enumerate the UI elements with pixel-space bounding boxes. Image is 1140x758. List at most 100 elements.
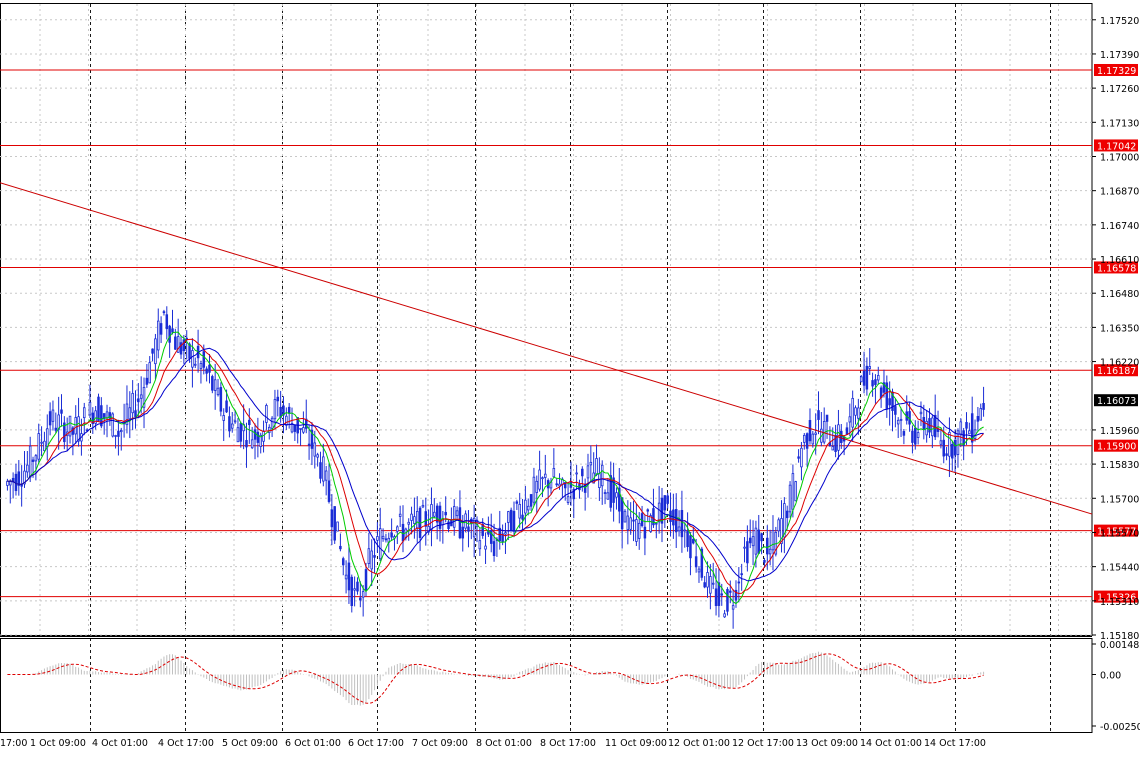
candle-body xyxy=(34,455,38,462)
candle-body xyxy=(131,393,134,414)
price-tick-label: 1.17260 xyxy=(1100,84,1139,95)
candle-body xyxy=(174,336,177,350)
candle-body xyxy=(381,535,385,540)
candle-body xyxy=(145,377,149,385)
candle-body xyxy=(902,431,906,436)
candle-body xyxy=(111,413,114,437)
candle-body xyxy=(233,420,237,423)
candle-body xyxy=(435,505,439,523)
candle-body xyxy=(324,470,328,481)
candle-body xyxy=(933,414,937,438)
candle-body xyxy=(783,503,786,538)
candle-body xyxy=(139,394,143,399)
candle-body xyxy=(142,386,146,408)
trend-line xyxy=(0,182,1093,515)
time-axis-label: 4 Oct 01:00 xyxy=(92,738,148,749)
candle-body xyxy=(692,538,695,544)
candle-body xyxy=(171,328,174,333)
candle-body xyxy=(694,556,698,568)
level-price-label: 1.15577 xyxy=(1097,527,1136,538)
candle-body xyxy=(751,536,755,547)
candle-body xyxy=(877,375,880,381)
candle-body xyxy=(566,496,570,503)
level-price-label: 1.17042 xyxy=(1097,141,1136,152)
candle-body xyxy=(649,515,652,532)
candle-body xyxy=(666,495,669,504)
candle-body xyxy=(740,573,743,576)
candle-body xyxy=(250,439,254,449)
candle-body xyxy=(899,418,903,421)
candle-body xyxy=(356,581,359,592)
candle-body xyxy=(623,510,627,523)
candle-body xyxy=(333,506,336,541)
candle-body xyxy=(643,526,647,539)
candle-body xyxy=(71,427,75,435)
candle-body xyxy=(77,416,80,442)
candle-body xyxy=(353,588,356,591)
candle-body xyxy=(458,507,462,539)
level-price-label: 1.17329 xyxy=(1097,66,1136,77)
candle-body xyxy=(427,526,430,533)
candle-body xyxy=(273,399,277,420)
candle-body xyxy=(182,339,186,352)
time-axis-label: 13 Oct 09:00 xyxy=(796,738,858,749)
time-axis-label: 12 Oct 01:00 xyxy=(668,738,730,749)
candle-body xyxy=(603,492,607,495)
candle-body xyxy=(410,513,413,521)
candle-body xyxy=(60,409,63,414)
candle-body xyxy=(236,427,240,443)
candle-body xyxy=(518,503,521,519)
candle-body xyxy=(117,430,120,437)
price-tick-label: 1.17390 xyxy=(1100,50,1139,61)
candle-body xyxy=(632,519,635,522)
time-axis-label: 4 Oct 17:00 xyxy=(158,738,214,749)
price-tick-label: 1.16610 xyxy=(1100,255,1139,266)
candle-body xyxy=(882,382,886,393)
candle-body xyxy=(808,419,812,442)
candle-body xyxy=(97,396,100,422)
candle-body xyxy=(433,511,436,517)
candle-body xyxy=(646,509,650,512)
candle-body xyxy=(424,511,428,527)
candle-body xyxy=(438,505,442,529)
candle-body xyxy=(128,407,132,420)
candle-body xyxy=(717,582,721,606)
candle-body xyxy=(359,597,362,601)
level-price-tag xyxy=(1094,261,1138,274)
osc-signal-line xyxy=(7,653,984,704)
candle-body xyxy=(788,484,792,513)
candle-body xyxy=(697,568,701,573)
candle-body xyxy=(285,415,288,426)
candle-body xyxy=(737,581,741,584)
candle-body xyxy=(441,519,445,526)
price-tick-label: 1.17130 xyxy=(1100,118,1139,129)
candle-body xyxy=(310,429,314,449)
candle-body xyxy=(199,363,203,370)
candle-body xyxy=(341,558,345,566)
candle-body xyxy=(720,593,724,596)
candle-body xyxy=(478,540,482,550)
candle-body xyxy=(714,588,718,607)
candle-body xyxy=(31,459,35,462)
candle-body xyxy=(344,574,348,580)
candle-body xyxy=(452,506,456,528)
candle-body xyxy=(216,387,220,396)
candle-body xyxy=(606,492,610,500)
level-price-label: 1.15900 xyxy=(1097,442,1136,453)
candle-body xyxy=(942,439,945,457)
candle-body xyxy=(176,336,180,353)
candle-body xyxy=(376,536,379,541)
candle-body xyxy=(120,430,123,433)
candle-body xyxy=(51,409,55,422)
candle-body xyxy=(854,407,857,416)
candle-body xyxy=(734,589,738,601)
candle-body xyxy=(914,427,917,445)
price-tick-label: 1.17000 xyxy=(1100,152,1139,163)
candle-body xyxy=(43,440,46,452)
time-axis-label: 8 Oct 01:00 xyxy=(476,738,532,749)
candle-body xyxy=(322,456,325,482)
candle-body xyxy=(541,477,544,480)
candle-body xyxy=(785,510,789,519)
